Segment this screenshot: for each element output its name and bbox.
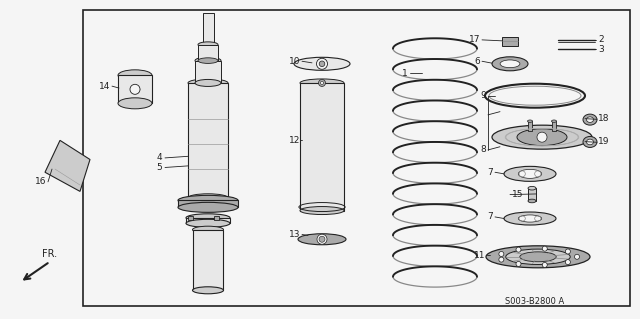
Text: 14: 14 <box>99 82 110 91</box>
Ellipse shape <box>186 214 230 222</box>
Bar <box>193 230 223 290</box>
Ellipse shape <box>583 114 597 125</box>
Circle shape <box>516 247 521 252</box>
Text: 19: 19 <box>598 137 609 146</box>
Ellipse shape <box>193 226 223 233</box>
Ellipse shape <box>504 212 556 225</box>
Ellipse shape <box>118 98 152 109</box>
Ellipse shape <box>298 234 346 245</box>
Text: 16: 16 <box>35 177 46 186</box>
Ellipse shape <box>300 206 344 215</box>
Bar <box>202 13 214 160</box>
Ellipse shape <box>528 199 536 203</box>
Bar <box>188 83 228 198</box>
Circle shape <box>516 262 521 266</box>
Text: 13: 13 <box>289 230 300 239</box>
Text: 2: 2 <box>598 35 604 44</box>
Bar <box>83 10 630 306</box>
Ellipse shape <box>178 202 238 212</box>
Circle shape <box>542 263 547 267</box>
Ellipse shape <box>178 195 238 205</box>
Ellipse shape <box>506 249 570 264</box>
Text: 6: 6 <box>474 57 480 66</box>
Ellipse shape <box>586 139 593 145</box>
Ellipse shape <box>492 57 528 71</box>
Ellipse shape <box>201 79 215 83</box>
Text: 4: 4 <box>156 153 162 162</box>
Text: 5: 5 <box>156 163 162 172</box>
Circle shape <box>537 132 547 142</box>
Ellipse shape <box>195 57 221 64</box>
Ellipse shape <box>504 166 556 182</box>
Bar <box>552 121 556 131</box>
Ellipse shape <box>193 287 223 294</box>
Bar <box>528 188 536 201</box>
Ellipse shape <box>188 194 228 202</box>
Circle shape <box>317 234 327 244</box>
Text: 15: 15 <box>512 190 524 199</box>
Ellipse shape <box>528 186 536 190</box>
Bar <box>118 75 152 103</box>
Circle shape <box>321 81 323 85</box>
Ellipse shape <box>118 70 152 81</box>
Text: 17: 17 <box>468 35 480 44</box>
Bar <box>186 218 230 223</box>
Ellipse shape <box>486 246 590 268</box>
Ellipse shape <box>198 58 218 63</box>
Ellipse shape <box>586 117 593 122</box>
Circle shape <box>565 249 570 254</box>
Ellipse shape <box>518 215 541 222</box>
Text: 1: 1 <box>402 69 408 78</box>
Circle shape <box>319 79 326 86</box>
Text: 3: 3 <box>598 45 604 54</box>
Bar <box>178 200 238 207</box>
Circle shape <box>499 251 504 256</box>
Ellipse shape <box>294 57 350 70</box>
Ellipse shape <box>520 252 556 262</box>
Bar <box>300 83 344 211</box>
Ellipse shape <box>527 120 532 122</box>
Text: S003-B2800 A: S003-B2800 A <box>506 297 564 306</box>
Ellipse shape <box>198 42 218 48</box>
Bar <box>214 216 219 220</box>
Ellipse shape <box>300 79 344 87</box>
Bar <box>198 45 218 61</box>
Circle shape <box>319 236 325 242</box>
Ellipse shape <box>552 120 557 122</box>
Circle shape <box>575 254 579 259</box>
Ellipse shape <box>492 125 592 149</box>
Text: 12: 12 <box>289 136 300 145</box>
Circle shape <box>130 84 140 94</box>
Circle shape <box>542 246 547 251</box>
Text: 7: 7 <box>487 212 493 221</box>
Circle shape <box>565 260 570 264</box>
Bar <box>188 216 193 220</box>
Text: 9: 9 <box>480 91 486 100</box>
Ellipse shape <box>188 79 228 87</box>
Text: 7: 7 <box>487 168 493 177</box>
Text: 11: 11 <box>474 251 485 260</box>
Ellipse shape <box>517 129 567 145</box>
Circle shape <box>499 257 504 262</box>
Ellipse shape <box>500 60 520 68</box>
Ellipse shape <box>583 137 597 147</box>
Ellipse shape <box>518 169 541 178</box>
Bar <box>195 61 221 83</box>
Ellipse shape <box>195 79 221 86</box>
Polygon shape <box>45 140 90 191</box>
Text: FR.: FR. <box>42 249 58 259</box>
Bar <box>528 121 532 131</box>
Circle shape <box>317 58 328 69</box>
Text: 8: 8 <box>480 145 486 154</box>
Bar <box>502 37 518 46</box>
Circle shape <box>319 61 325 67</box>
Text: 18: 18 <box>598 114 609 123</box>
Ellipse shape <box>186 219 230 227</box>
Text: 10: 10 <box>289 57 300 66</box>
